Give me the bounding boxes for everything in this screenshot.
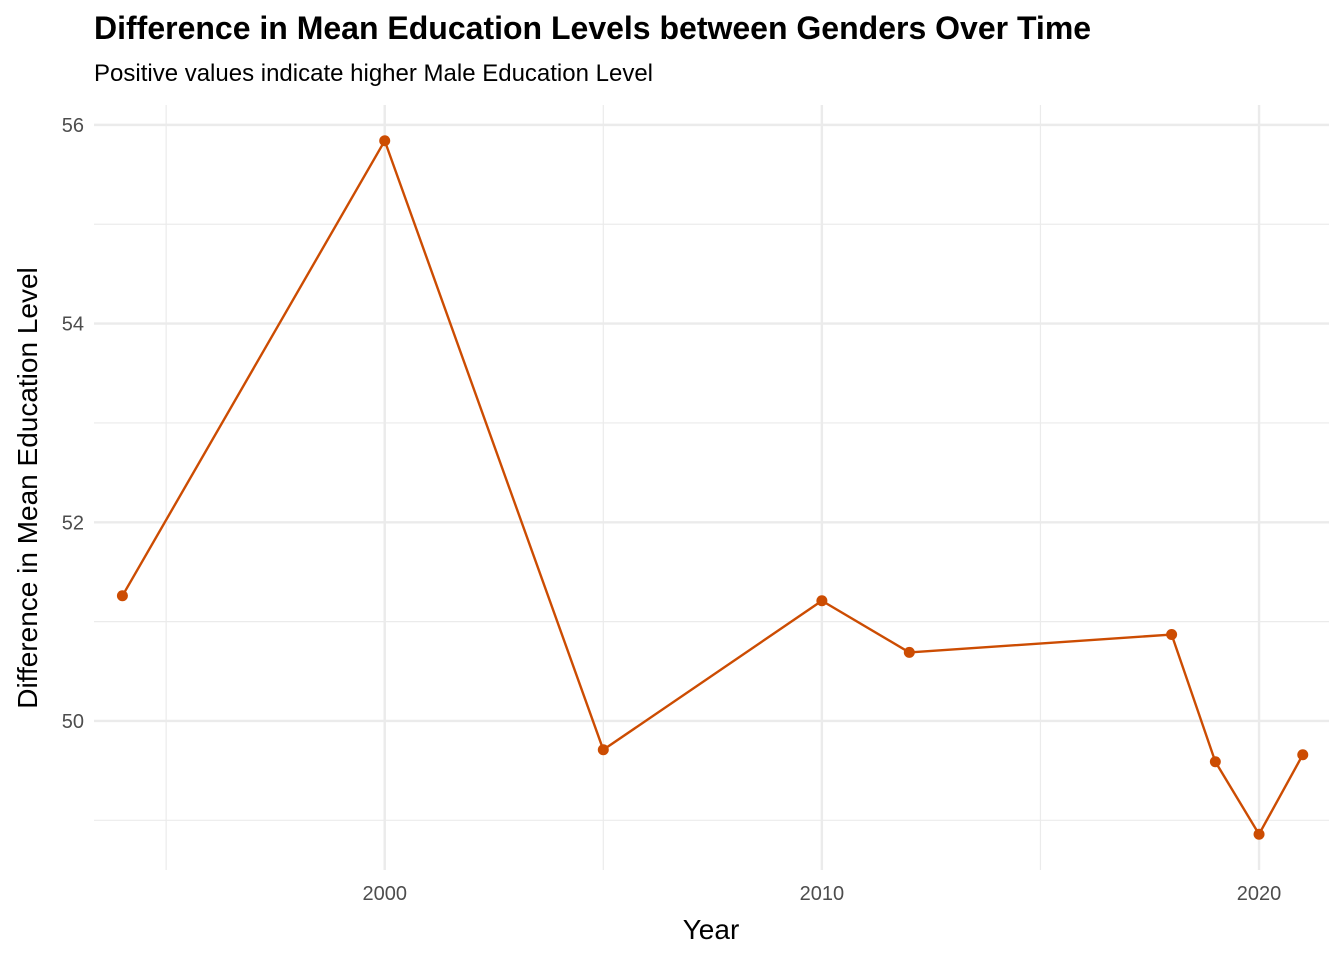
data-point <box>1297 749 1309 761</box>
x-tick-label: 2000 <box>362 883 407 905</box>
major-gridlines <box>94 105 1329 870</box>
x-axis-title: Year <box>683 914 740 945</box>
data-point <box>1209 756 1221 768</box>
data-point <box>903 646 915 658</box>
data-point <box>1253 828 1265 840</box>
series-layer <box>116 135 1309 840</box>
data-point <box>816 595 828 607</box>
minor-gridlines <box>94 105 1329 870</box>
data-point <box>116 590 128 602</box>
y-axis-ticks: 50 52 54 56 <box>62 115 84 733</box>
y-tick-label: 50 <box>62 711 84 733</box>
chart-subtitle: Positive values indicate higher Male Edu… <box>94 60 653 87</box>
y-axis-title: Difference in Mean Education Level <box>12 267 43 709</box>
series-line <box>121 139 1304 836</box>
y-tick-label: 56 <box>62 115 84 137</box>
data-point <box>597 744 609 756</box>
y-tick-label: 54 <box>62 314 84 336</box>
chart-title: Difference in Mean Education Levels betw… <box>94 10 1092 46</box>
data-point <box>1166 629 1178 641</box>
data-point <box>379 135 391 147</box>
x-tick-label: 2020 <box>1237 883 1282 905</box>
x-axis-ticks: 2000 2010 2020 <box>362 883 1281 905</box>
y-tick-label: 52 <box>62 512 84 534</box>
x-tick-label: 2010 <box>800 883 845 905</box>
